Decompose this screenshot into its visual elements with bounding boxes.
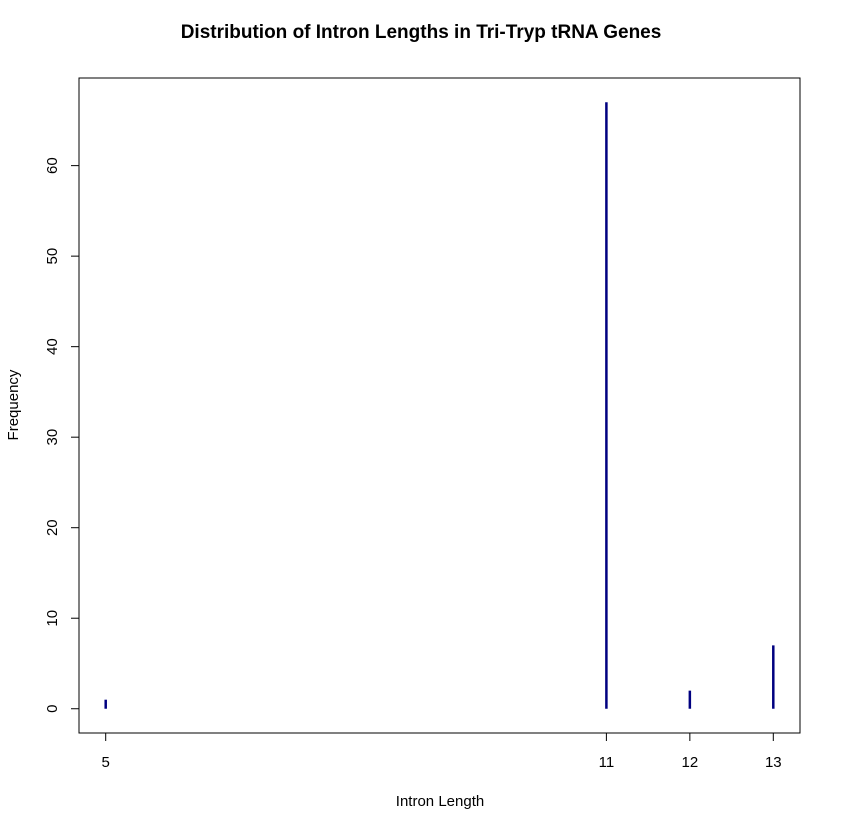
- x-tick-label-5: 5: [102, 754, 110, 771]
- y-tick-label-20: 20: [44, 519, 61, 536]
- y-tick-label-40: 40: [44, 338, 61, 355]
- y-tick-label-50: 50: [44, 248, 61, 265]
- bars: [104, 102, 775, 709]
- x-axis: 5 11 12 13: [102, 732, 782, 771]
- x-tick-label-11: 11: [599, 754, 615, 771]
- chart-title: Distribution of Intron Lengths in Tri-Tr…: [181, 22, 662, 43]
- y-axis: 0 10 20 30 40 50 60: [44, 157, 80, 713]
- x-tick-label-13: 13: [765, 754, 782, 771]
- x-axis-label: Intron Length: [396, 793, 484, 810]
- y-tick-label-30: 30: [44, 429, 61, 446]
- plot-frame: [78, 77, 801, 734]
- y-tick-label-10: 10: [44, 610, 61, 627]
- x-tick-label-12: 12: [682, 754, 699, 771]
- y-tick-label-0: 0: [44, 705, 61, 713]
- y-tick-label-60: 60: [44, 157, 61, 174]
- y-axis-label: Frequency: [5, 369, 22, 440]
